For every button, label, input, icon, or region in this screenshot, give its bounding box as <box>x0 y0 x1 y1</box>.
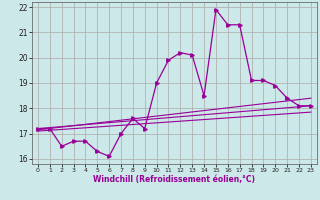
X-axis label: Windchill (Refroidissement éolien,°C): Windchill (Refroidissement éolien,°C) <box>93 175 255 184</box>
